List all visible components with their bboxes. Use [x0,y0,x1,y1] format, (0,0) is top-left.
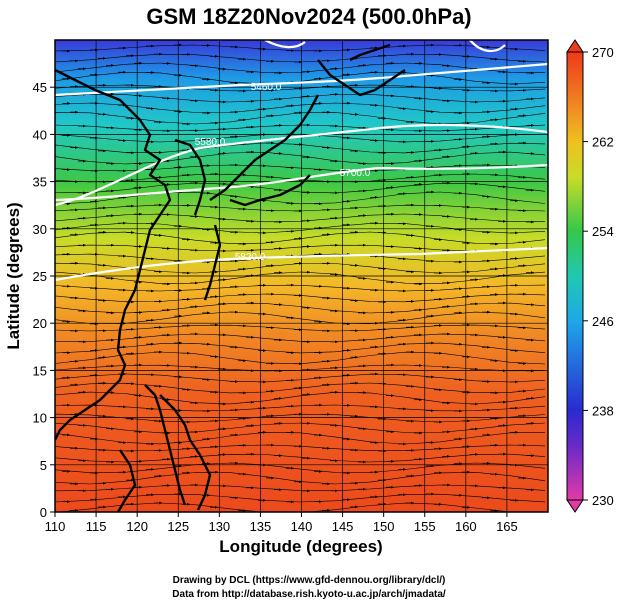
streamline [55,222,546,234]
streamline [55,302,546,314]
y-tick-label: 35 [33,175,47,190]
height-contours [55,40,548,282]
contour-label: 5460.0 [251,82,282,93]
contour-label: 5820.0 [235,252,266,263]
streamline [55,444,546,452]
streamline [55,62,546,73]
streamline [55,262,546,274]
streamline [55,311,546,325]
x-tick-label: 110 [45,519,66,534]
contour-line [55,246,548,282]
y-axis-label: Latitude (degrees) [4,202,23,349]
contour-line [264,40,306,49]
streamline [55,213,545,223]
streamline [55,231,546,245]
x-tick-label: 145 [332,519,354,534]
streamline [55,271,546,284]
streamline [55,453,546,463]
streamline [55,53,546,63]
plot-area [54,39,549,513]
contour-line [55,123,548,207]
colorbar: 230 238 246 254 262 270 [566,39,614,513]
x-tick-label: 125 [167,519,189,534]
y-tick-label: 25 [33,269,47,284]
x-axis-ticks: 110 115 120 125 130 135 140 145 150 155 160 165 [45,512,518,534]
colorbar-tick-label: 254 [592,224,614,239]
credit-line-1: Drawing by DCL (https://www.gfd-dennou.o… [173,575,446,586]
x-tick-label: 120 [126,519,148,534]
colorbar-max-arrow [566,39,584,53]
streamline [55,432,546,445]
colorbar-tick-label: 270 [592,45,614,60]
contour-line [55,163,548,202]
streamline [55,502,525,512]
x-tick-label: 160 [455,519,477,534]
x-tick-label: 150 [373,519,395,534]
credit-line-2: Data from http://database.rish.kyoto-u.a… [172,589,446,600]
contour-label: 5700.0 [340,168,371,179]
colorbar-min-arrow [566,499,584,513]
streamline [55,422,546,434]
y-tick-label: 5 [40,458,47,473]
x-tick-label: 165 [496,519,518,534]
y-axis-ticks: 0 5 10 15 20 25 30 35 40 45 [33,80,55,520]
x-tick-label: 130 [208,519,230,534]
map-title: GSM 18Z20Nov2024 (500.0hPa) [146,4,471,29]
y-tick-label: 10 [33,411,47,426]
x-tick-label: 140 [291,519,313,534]
streamline [55,112,546,125]
contour-line [469,40,506,53]
streamline [55,102,546,114]
y-tick-label: 15 [33,363,47,378]
streamlines [55,43,546,512]
streamline [55,462,546,474]
contour-label: 5580.0 [195,137,226,148]
y-tick-label: 40 [33,127,47,142]
streamline [55,84,546,92]
colorbar-tick-label: 230 [592,493,614,508]
colorbar-tick-label: 238 [592,403,614,418]
streamline [55,364,546,372]
x-tick-label: 135 [250,519,272,534]
streamline [55,204,546,212]
streamline [55,382,546,394]
coastlines [55,43,406,512]
streamline [55,173,546,183]
streamline [55,151,546,165]
x-tick-label: 155 [414,519,436,534]
streamline [55,351,546,365]
streamline [55,413,546,423]
colorbar-tick-label: 246 [592,314,614,329]
y-tick-label: 0 [40,505,47,520]
x-axis-label: Longitude (degrees) [219,537,382,556]
contour-labels: 5460.0 5580.0 5700.0 5820.0 [195,82,371,263]
streamline [55,164,546,172]
streamline [55,293,546,303]
colorbar-ticks: 230 238 246 254 262 270 [583,45,614,508]
y-tick-label: 20 [33,316,47,331]
streamline [55,324,546,332]
streamline [55,373,546,383]
y-tick-label: 45 [33,80,47,95]
x-tick-label: 115 [86,519,107,534]
colorbar-scale [566,51,584,501]
contour-line [55,62,548,97]
streamline [55,471,546,485]
streamline [55,142,546,154]
colorbar-tick-label: 262 [592,135,614,150]
streamline [55,124,546,132]
y-tick-label: 30 [33,222,47,237]
